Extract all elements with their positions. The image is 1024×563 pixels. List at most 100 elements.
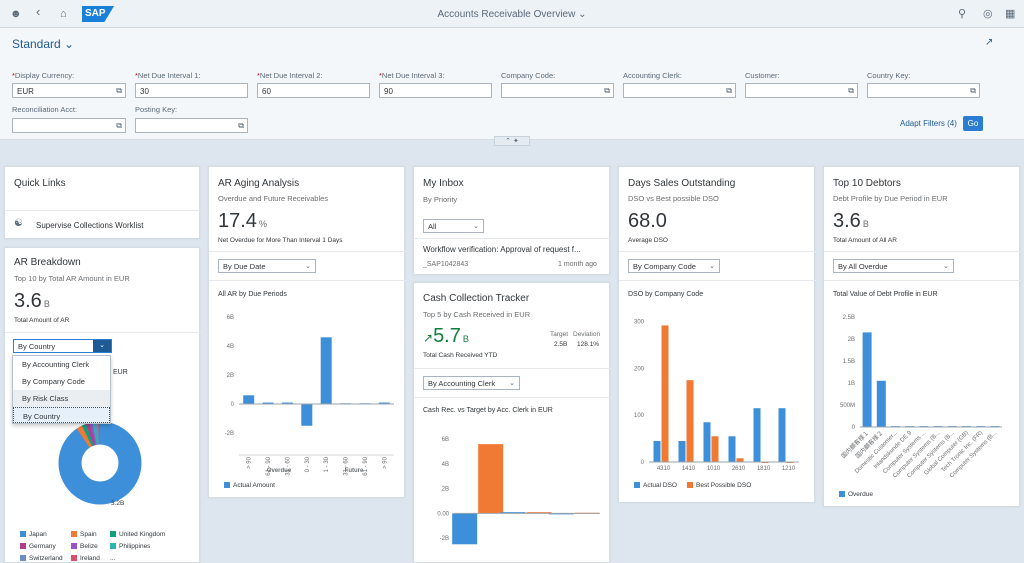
legend-item[interactable]: Overdue bbox=[839, 491, 873, 498]
legend-item[interactable]: United Kingdom bbox=[110, 531, 165, 538]
view-select[interactable]: By Due Date ⌄ bbox=[218, 259, 316, 273]
adapt-filters-link[interactable]: Adapt Filters (4) bbox=[900, 119, 957, 128]
bar[interactable] bbox=[661, 325, 669, 462]
collapse-header-button[interactable]: ⌃ ✦ bbox=[494, 136, 530, 146]
legend-item[interactable]: Belize bbox=[71, 543, 98, 550]
y-tick-label: 4B bbox=[227, 344, 234, 350]
value-help-icon[interactable]: ⧉ bbox=[604, 86, 610, 95]
chevron-down-icon: ⌄ bbox=[509, 380, 515, 387]
bar[interactable] bbox=[526, 512, 552, 514]
value-help-icon[interactable]: ⧉ bbox=[726, 86, 732, 95]
bar[interactable] bbox=[378, 402, 390, 404]
legend-item[interactable]: Germany bbox=[20, 543, 56, 550]
display-currency-input[interactable]: EUR ⧉ bbox=[12, 83, 126, 98]
priority-select[interactable]: All ⌄ bbox=[423, 219, 484, 233]
card-title[interactable]: Cash Collection Tracker bbox=[423, 293, 530, 304]
card-subtitle: Top 5 by Cash Received in EUR bbox=[423, 310, 531, 319]
bar[interactable] bbox=[478, 444, 504, 514]
donut-chart[interactable] bbox=[55, 418, 145, 508]
bar[interactable] bbox=[736, 458, 744, 462]
net-due-interval-3-input[interactable]: 90 bbox=[379, 83, 492, 98]
donut-hole bbox=[82, 445, 118, 481]
accounting-clerk-input[interactable]: ⧉ bbox=[623, 83, 736, 98]
value-help-icon[interactable]: ⧉ bbox=[116, 121, 122, 130]
variant-selector[interactable]: Standard ⌄ bbox=[12, 37, 75, 51]
value-help-icon[interactable]: ⧉ bbox=[970, 86, 976, 95]
bar[interactable] bbox=[243, 395, 255, 404]
card-title[interactable]: My Inbox bbox=[423, 178, 464, 189]
help-icon[interactable]: ◎ bbox=[983, 8, 993, 20]
bar[interactable] bbox=[753, 408, 761, 462]
chevron-down-icon[interactable]: ⌄ bbox=[93, 340, 111, 352]
bar[interactable] bbox=[653, 440, 661, 462]
share-icon[interactable]: ↗ bbox=[985, 37, 994, 48]
accounting-clerk-label: Accounting Clerk: bbox=[623, 71, 682, 80]
value-help-icon[interactable]: ⧉ bbox=[238, 121, 244, 130]
search-icon[interactable]: ⚲ bbox=[958, 8, 967, 20]
legend-item[interactable]: Spain bbox=[71, 531, 97, 538]
user-icon[interactable]: ☻ bbox=[10, 8, 22, 20]
supervise-collections-link[interactable]: Supervise Collections Worklist bbox=[36, 221, 144, 230]
bar[interactable] bbox=[678, 440, 686, 462]
legend-item[interactable]: Japan bbox=[20, 531, 47, 538]
card-title[interactable]: Days Sales Outstanding bbox=[628, 178, 736, 189]
grid-icon[interactable]: ▦ bbox=[1005, 8, 1016, 20]
bar[interactable] bbox=[301, 404, 313, 426]
bar[interactable] bbox=[320, 337, 332, 404]
sap-logo[interactable]: SAP bbox=[82, 6, 114, 22]
inbox-card: My Inbox By Priority All ⌄ Workflow verif… bbox=[413, 166, 611, 275]
option-by-country[interactable]: By Country bbox=[13, 407, 110, 423]
bar[interactable] bbox=[452, 513, 478, 545]
value-help-icon[interactable]: ⧉ bbox=[116, 86, 122, 95]
bar[interactable] bbox=[281, 402, 293, 404]
card-title[interactable]: Top 10 Debtors bbox=[833, 178, 901, 189]
bar[interactable] bbox=[778, 408, 786, 462]
go-button[interactable]: Go bbox=[963, 116, 983, 131]
reconciliation-acct-input[interactable]: ⧉ bbox=[12, 118, 126, 133]
value-help-icon[interactable]: ⧉ bbox=[848, 86, 854, 95]
card-title[interactable]: AR Breakdown bbox=[14, 257, 81, 268]
country-key-input[interactable]: ⧉ bbox=[867, 83, 980, 98]
net-due-interval-1-input[interactable]: 30 bbox=[135, 83, 248, 98]
view-select[interactable]: By Country ⌄ bbox=[13, 339, 112, 353]
bar[interactable] bbox=[728, 436, 736, 462]
customer-input[interactable]: ⧉ bbox=[745, 83, 858, 98]
option-by-company-code[interactable]: By Company Code bbox=[22, 377, 85, 386]
legend-item[interactable]: Switzerland bbox=[20, 555, 63, 562]
bar[interactable] bbox=[500, 512, 526, 514]
inbox-item-user: _SAP1042843 bbox=[423, 261, 469, 268]
x-tick-label: 61 - 90 bbox=[266, 456, 272, 475]
bar[interactable] bbox=[862, 332, 872, 427]
company-code-input[interactable]: ⧉ bbox=[501, 83, 614, 98]
option-by-accounting-clerk[interactable]: By Accounting Clerk bbox=[22, 360, 90, 369]
cash-chart[interactable]: 6B 4B 2B 0.00 -2B bbox=[414, 423, 611, 563]
divider bbox=[619, 280, 816, 281]
home-icon[interactable]: ⌂ bbox=[60, 8, 67, 20]
view-select[interactable]: By Company Code ⌄ bbox=[628, 259, 720, 273]
inbox-item-title[interactable]: Workflow verification: Approval of reque… bbox=[423, 245, 581, 254]
group-label-future: Future bbox=[345, 468, 364, 474]
bar[interactable] bbox=[703, 422, 711, 462]
bar[interactable] bbox=[876, 380, 886, 427]
bar[interactable] bbox=[686, 380, 694, 462]
legend-item[interactable]: Ireland bbox=[71, 555, 100, 562]
net-due-interval-2-input[interactable]: 60 bbox=[257, 83, 370, 98]
shell-bar: ☻ ‹ ⌂ SAP Accounts Receivable Overview ⌄… bbox=[0, 0, 1024, 28]
dso-chart[interactable]: 300 200 100 0 4310 1410 1010 2610 1810 1210 bbox=[619, 307, 816, 477]
card-title[interactable]: AR Aging Analysis bbox=[218, 178, 300, 189]
back-icon[interactable]: ‹ bbox=[36, 4, 41, 19]
legend-item[interactable]: Philippines bbox=[110, 543, 150, 550]
posting-key-input[interactable]: ⧉ bbox=[135, 118, 248, 133]
app-title[interactable]: Accounts Receivable Overview ⌄ bbox=[437, 9, 587, 20]
chevron-down-icon: ⌄ bbox=[64, 37, 75, 51]
legend-item[interactable]: Best Possible DSO bbox=[687, 482, 751, 489]
aging-chart[interactable]: 6B 4B 2B 0 -2B > 90 61 - 90 31 - 60 0 - 30 1 - 30… bbox=[209, 307, 406, 477]
legend-item[interactable]: Actual DSO bbox=[634, 482, 677, 489]
legend-item[interactable]: Actual Amount bbox=[224, 482, 275, 489]
option-by-risk-class[interactable]: By Risk Class bbox=[13, 390, 110, 407]
view-select[interactable]: By Accounting Clerk ⌄ bbox=[423, 376, 520, 390]
bar[interactable] bbox=[711, 436, 719, 462]
bar[interactable] bbox=[262, 402, 274, 404]
view-select[interactable]: By All Overdue ⌄ bbox=[833, 259, 954, 273]
